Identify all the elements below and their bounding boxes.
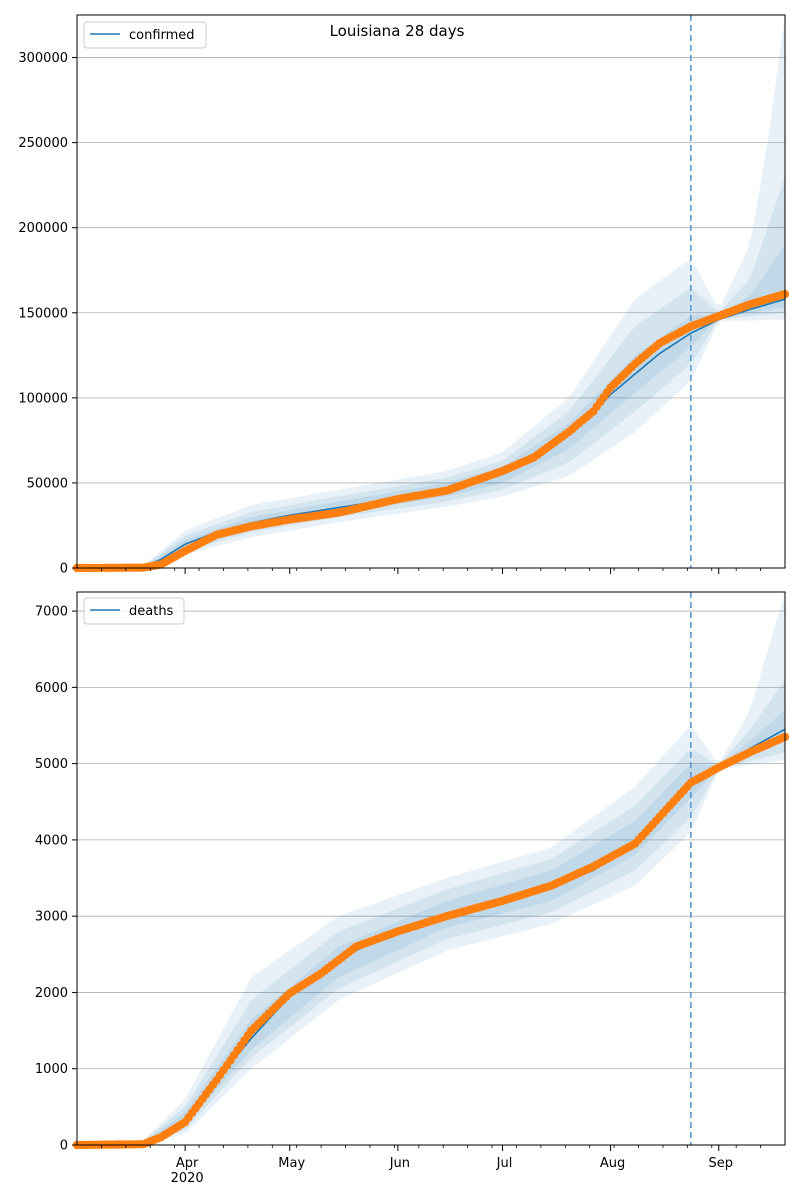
- deaths-y-tick-label: 3000: [35, 910, 68, 925]
- confirmed-y-tick-label: 0: [60, 562, 68, 577]
- confirmed-observed-markers: [72, 289, 790, 573]
- confirmed-axes-frame: [76, 14, 786, 569]
- deaths-y-axis: 0 1000 2000 3000 4000 5000 6000 7000: [35, 605, 77, 1154]
- confirmed-legend-label: confirmed: [129, 28, 195, 43]
- deaths-y-tick-label: 0: [60, 1139, 68, 1154]
- confirmed-y-axis: 0 50000 100000 150000 200000 250000 300000: [18, 51, 77, 577]
- deaths-y-tick-label: 4000: [35, 833, 68, 848]
- deaths-y-tick-label: 2000: [35, 986, 68, 1001]
- deaths-frame: [76, 591, 786, 1146]
- deaths-legend-label: deaths: [129, 604, 174, 619]
- confirmed-band-1: [143, 15, 786, 568]
- confirmed-y-tick-label: 150000: [18, 306, 68, 321]
- confirmed-frame: [76, 14, 786, 569]
- confirmed-y-tick-label: 50000: [27, 476, 68, 491]
- deaths-x-tick-label: Jun: [389, 1156, 410, 1171]
- confirmed-y-tick-label: 100000: [18, 391, 68, 406]
- confirmed-legend: confirmed: [83, 21, 207, 49]
- deaths-band-1: [143, 592, 786, 1145]
- confirmed-y-tick-label: 250000: [18, 136, 68, 151]
- confirmed-band-2: [143, 176, 786, 568]
- confirmed-y-tick-label: 200000: [18, 221, 68, 236]
- deaths-observed-markers: [72, 732, 790, 1150]
- chart-title: Louisiana 28 days: [330, 22, 465, 40]
- deaths-legend: deaths: [83, 597, 185, 625]
- deaths-x-tick-label: Apr: [176, 1156, 199, 1171]
- deaths-legend-box: [83, 597, 185, 625]
- deaths-axes-frame: [76, 591, 786, 1146]
- deaths-x-tick-label: Jul: [496, 1156, 513, 1171]
- deaths-y-tick-label: 5000: [35, 757, 68, 772]
- deaths-x-tick-sublabel: 2020: [171, 1171, 204, 1186]
- deaths-y-tick-label: 6000: [35, 681, 68, 696]
- confirmed-y-tick-label: 300000: [18, 51, 68, 66]
- deaths-y-tick-label: 7000: [35, 605, 68, 620]
- confirmed-panel: 0 50000 100000 150000 200000 250000 300000 con…: [18, 14, 790, 577]
- deaths-x-tick-label: Aug: [600, 1156, 625, 1171]
- confirmed-x-axis: [101, 568, 761, 574]
- deaths-y-tick-label: 1000: [35, 1062, 68, 1077]
- deaths-x-tick-label: May: [278, 1156, 305, 1171]
- deaths-x-tick-label: Sep: [708, 1156, 733, 1171]
- confirmed-legend-box: [83, 21, 207, 49]
